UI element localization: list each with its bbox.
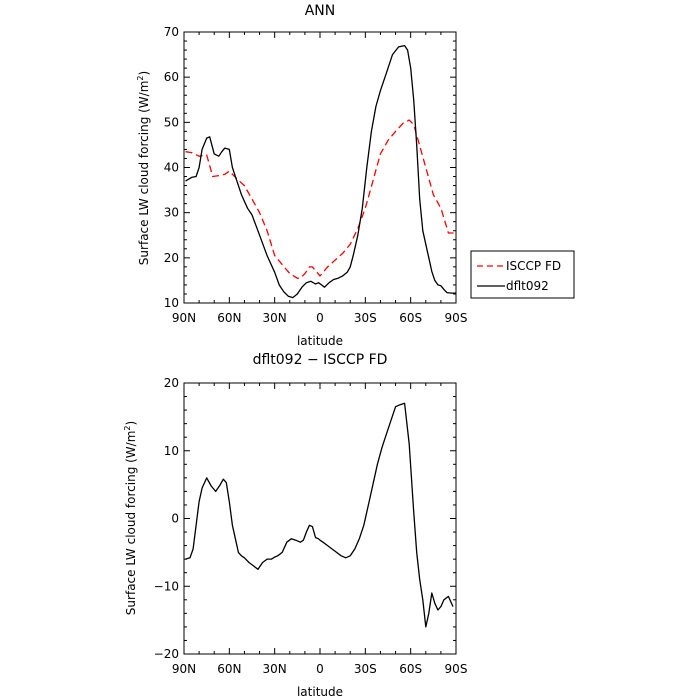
x-tick-label: 0 [316, 662, 324, 676]
chart-top-legend: ISCCP FD dflt092 [470, 250, 575, 299]
chart-top-y-axis-label: Surface LW cloud forcing (W/m2) [136, 71, 151, 265]
x-tick-label: 90N [172, 311, 196, 325]
chart-bottom-x-axis-label: latitude [297, 685, 343, 699]
chart-top-plot-frame [183, 31, 457, 304]
series-line-isccp-fd [185, 119, 455, 279]
y-tick-label: 60 [164, 70, 179, 84]
x-tick-label: 30N [263, 662, 287, 676]
series-line-difference [185, 402, 454, 628]
y-tick-label: 0 [171, 512, 179, 526]
x-tick-label: 90S [445, 311, 468, 325]
chart-top-x-ticks: 90N 60N 30N 0 30S 60S 90S [172, 32, 468, 325]
chart-top-x-axis-label: latitude [297, 334, 343, 348]
chart-bottom-plot-frame [183, 382, 457, 655]
chart-bottom-y-ticks: −20 −10 0 10 20 [154, 376, 456, 661]
y-tick-label: 10 [164, 296, 179, 310]
x-tick-label: 60S [399, 311, 422, 325]
legend-box [470, 250, 575, 299]
y-tick-label: 30 [164, 206, 179, 220]
y-tick-label: 70 [164, 25, 179, 39]
chart-bottom-title: dflt092 − ISCCP FD [253, 352, 388, 368]
chart-top-y-axis-label-sup: 2 [136, 76, 145, 81]
x-tick-label: 60N [217, 662, 241, 676]
chart-bottom-series [185, 402, 454, 628]
chart-bottom-x-ticks: 90N 60N 30N 0 30S 60S 90S [172, 383, 468, 676]
chart-bottom-y-axis-label-main: Surface LW cloud forcing (W/m [124, 431, 138, 616]
chart-bottom-y-axis-label-sup: 2 [123, 426, 132, 431]
chart-top: ANN 90N 60N 30N 0 30S 60S 90S 10 20 30 40 50 60 70 l… [136, 3, 575, 348]
chart-top-y-ticks: 10 20 30 40 50 60 70 [164, 25, 456, 310]
chart-top-y-axis-label-close: ) [137, 71, 151, 76]
chart-top-title: ANN [305, 3, 336, 19]
x-tick-label: 0 [316, 311, 324, 325]
x-tick-label: 90N [172, 662, 196, 676]
chart-bottom: dflt092 − ISCCP FD 90N 60N 30N 0 30S 60S 90S −… [123, 352, 467, 699]
x-tick-label: 30N [263, 311, 287, 325]
chart-bottom-y-axis-label-close: ) [124, 421, 138, 426]
y-tick-label: −20 [154, 647, 179, 661]
chart-top-series [185, 44, 456, 299]
x-tick-label: 30S [354, 662, 377, 676]
y-tick-label: 50 [164, 115, 179, 129]
x-tick-label: 60N [217, 311, 241, 325]
legend-label-isccp: ISCCP FD [506, 259, 561, 273]
y-tick-label: 20 [164, 376, 179, 390]
x-tick-label: 60S [399, 662, 422, 676]
y-tick-label: −10 [154, 579, 179, 593]
y-tick-label: 40 [164, 161, 179, 175]
chart-top-y-axis-label-main: Surface LW cloud forcing (W/m [137, 81, 151, 266]
y-tick-label: 20 [164, 251, 179, 265]
x-tick-label: 30S [354, 311, 377, 325]
series-line-dflt092 [185, 44, 456, 299]
chart-bottom-y-axis-label: Surface LW cloud forcing (W/m2) [123, 421, 138, 615]
x-tick-label: 90S [445, 662, 468, 676]
y-tick-label: 10 [164, 444, 179, 458]
legend-label-dflt092: dflt092 [506, 279, 549, 293]
